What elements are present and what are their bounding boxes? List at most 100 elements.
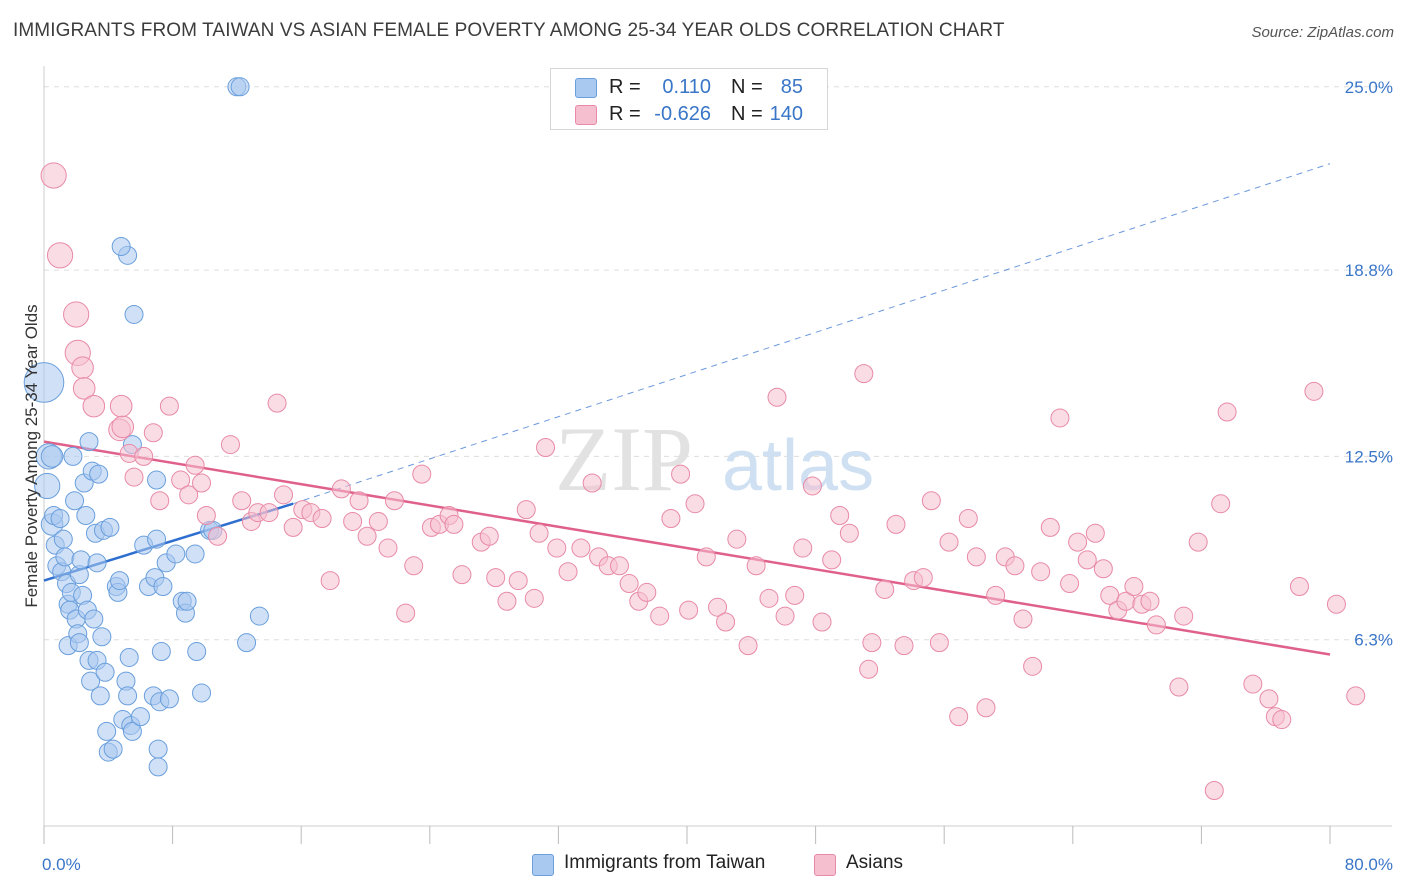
r-label: R = <box>609 103 641 125</box>
point-asians <box>1050 408 1070 428</box>
point-asians <box>619 574 639 594</box>
point-asians <box>312 508 332 528</box>
point-taiwan <box>23 362 65 403</box>
r-value: 0.110 <box>662 76 711 98</box>
axes <box>43 66 1392 844</box>
point-asians <box>802 476 822 496</box>
point-asians <box>958 508 978 528</box>
point-asians <box>1326 594 1346 614</box>
legend-swatch-blue <box>532 854 554 876</box>
point-asians <box>822 550 842 570</box>
point-asians <box>1169 677 1189 697</box>
legend: Immigrants from Taiwan Asians <box>0 850 1406 880</box>
point-asians <box>1346 686 1366 706</box>
y-tick-label: 12.5% <box>1345 447 1393 466</box>
stats-swatch-pink <box>575 105 597 125</box>
point-asians <box>609 556 629 576</box>
y-tick-label: 6.3% <box>1354 631 1393 650</box>
point-asians <box>82 394 106 418</box>
point-asians <box>1217 402 1237 422</box>
point-asians <box>508 571 528 591</box>
point-asians <box>208 526 228 546</box>
point-asians <box>1093 559 1113 579</box>
point-asians <box>1060 574 1080 594</box>
y-tick-label: 25.0% <box>1345 78 1393 97</box>
point-asians <box>696 547 716 567</box>
point-asians <box>839 523 859 543</box>
watermark-atlas: atlas <box>722 426 874 506</box>
point-asians <box>220 435 240 455</box>
point-asians <box>1243 674 1263 694</box>
point-taiwan <box>71 550 91 570</box>
point-taiwan <box>122 721 142 741</box>
point-asians <box>830 506 850 526</box>
point-taiwan <box>147 470 167 490</box>
point-taiwan <box>103 739 123 759</box>
point-asians <box>396 603 416 623</box>
point-asians <box>767 387 787 407</box>
point-asians <box>679 600 699 620</box>
point-taiwan <box>148 757 168 777</box>
watermark: ZIP atlas <box>555 408 874 510</box>
point-asians <box>716 612 736 632</box>
point-asians <box>759 588 779 608</box>
point-asians <box>793 538 813 558</box>
point-asians <box>111 415 135 439</box>
point-asians <box>124 467 144 487</box>
legend-swatch-pink <box>814 854 836 876</box>
r-value: -0.626 <box>654 103 711 125</box>
point-taiwan <box>89 464 109 484</box>
point-asians <box>966 547 986 567</box>
point-asians <box>738 636 758 656</box>
axis-labels: 6.3% 12.5% 18.8% 25.0% 0.0% 80.0% Female Pover… <box>22 78 1393 874</box>
point-taiwan <box>95 662 115 682</box>
point-taiwan <box>192 683 212 703</box>
point-taiwan <box>50 508 70 528</box>
point-asians <box>384 491 404 511</box>
point-asians <box>232 491 252 511</box>
r-label: R = <box>609 76 641 98</box>
point-taiwan <box>185 544 205 564</box>
point-taiwan <box>153 576 173 596</box>
chart-source: Source: ZipAtlas.com <box>1251 24 1394 41</box>
point-asians <box>558 562 578 582</box>
point-asians <box>582 473 602 493</box>
point-taiwan <box>110 571 130 591</box>
point-asians <box>1140 591 1160 611</box>
stats-row-taiwan: R = 0.110 N = 85 <box>551 74 827 100</box>
point-asians <box>862 633 882 653</box>
point-asians <box>40 162 67 189</box>
point-asians <box>171 470 191 490</box>
point-taiwan <box>148 739 168 759</box>
point-asians <box>708 597 728 617</box>
point-asians <box>949 707 969 727</box>
point-asians <box>72 377 96 400</box>
point-asians <box>283 517 303 537</box>
point-asians <box>349 491 369 511</box>
point-asians <box>1146 615 1166 635</box>
point-asians <box>143 423 163 443</box>
stats-row-asians: R = -0.626 N = 140 <box>551 101 827 127</box>
point-asians <box>1304 381 1324 401</box>
point-asians <box>343 511 363 531</box>
point-asians <box>196 506 216 526</box>
stats-swatch-blue <box>575 78 597 98</box>
legend-label-asians: Asians <box>846 852 904 873</box>
point-asians <box>452 565 472 585</box>
point-taiwan <box>53 529 73 549</box>
point-taiwan <box>119 647 139 667</box>
point-asians <box>357 526 377 546</box>
point-asians <box>637 582 657 602</box>
y-axis-title: Female Poverty Among 25-34 Year Olds <box>22 304 41 607</box>
point-asians <box>516 500 536 520</box>
point-asians <box>894 636 914 656</box>
point-taiwan <box>147 529 167 549</box>
trendline-taiwan-extension <box>293 163 1331 505</box>
point-asians <box>320 571 340 591</box>
legend-label-taiwan: Immigrants from Taiwan <box>564 852 766 873</box>
point-taiwan <box>90 686 110 706</box>
point-asians <box>497 591 517 611</box>
y-tick-label: 18.8% <box>1345 261 1393 280</box>
point-asians <box>1272 710 1292 730</box>
point-asians <box>854 364 874 384</box>
